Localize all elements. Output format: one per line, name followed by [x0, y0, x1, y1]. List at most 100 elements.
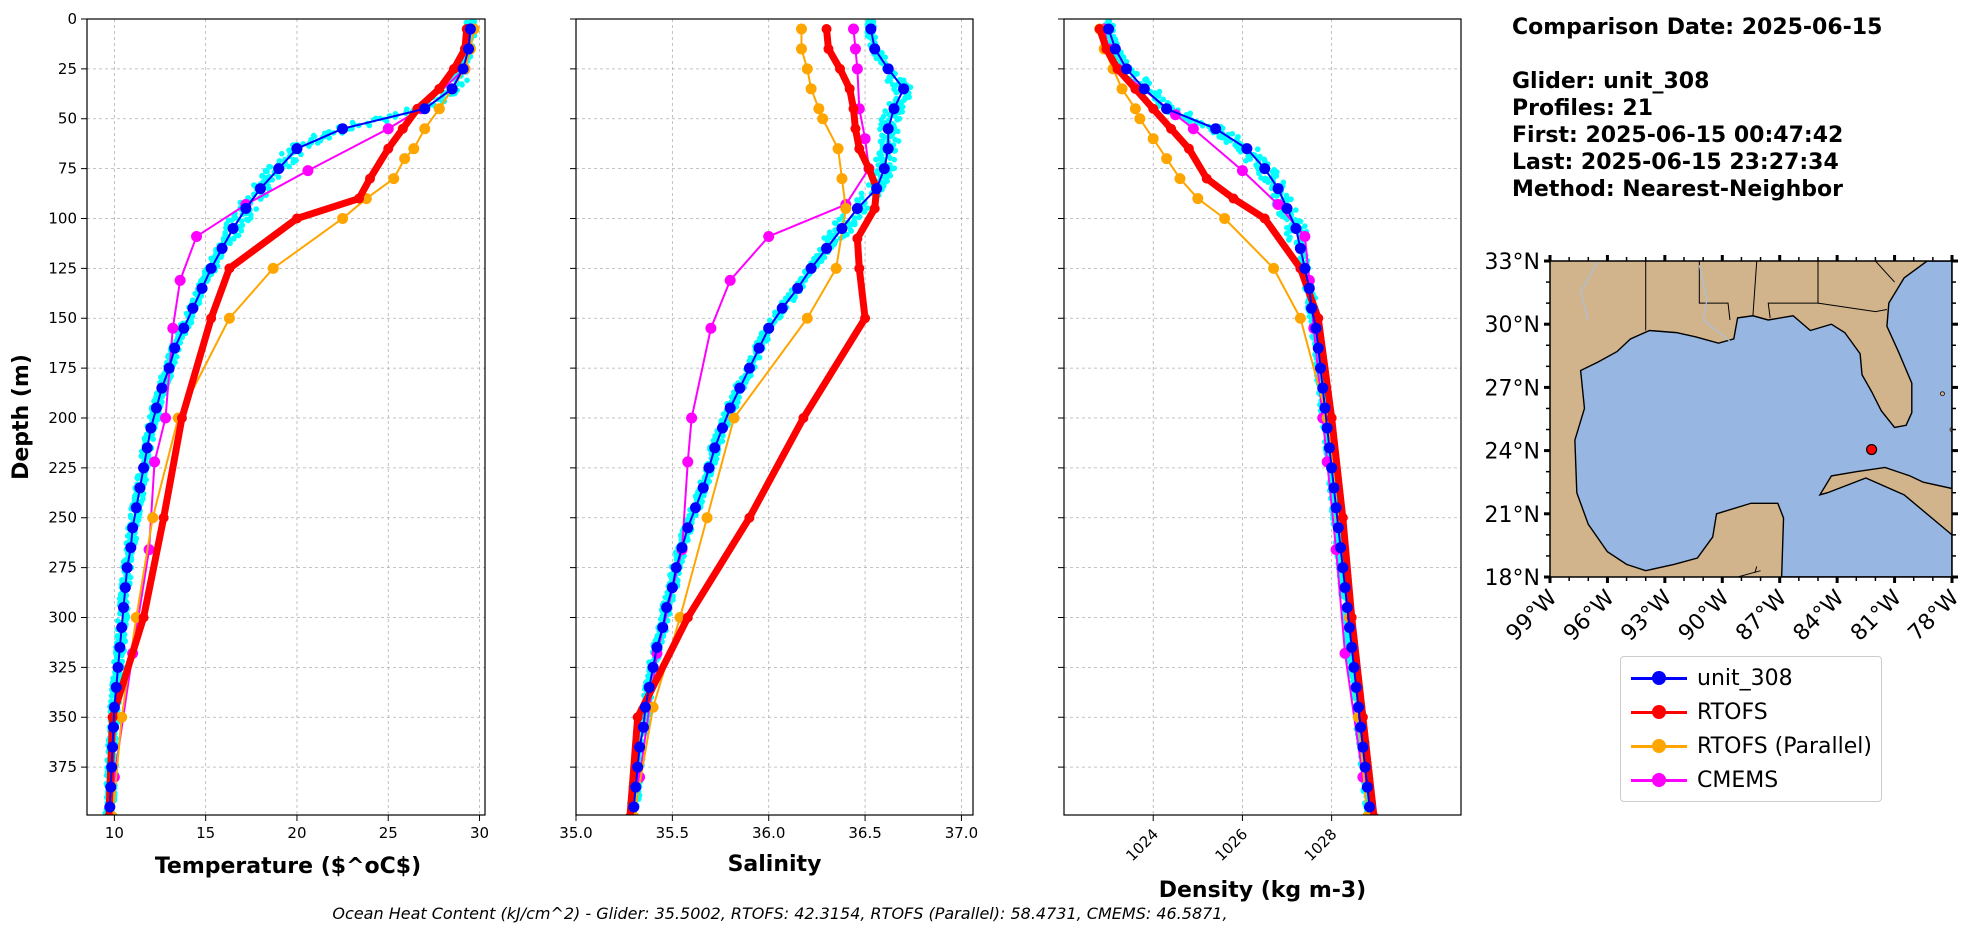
glider-data-point — [1105, 19, 1111, 25]
glider-data-point — [134, 475, 141, 482]
series-point — [399, 153, 411, 165]
series-point — [134, 482, 146, 494]
glider-data-point — [1270, 192, 1276, 199]
series-point — [697, 482, 709, 494]
series-point — [1313, 313, 1324, 324]
glider-data-point — [848, 228, 855, 234]
series-point — [709, 442, 721, 454]
y-tick-label: 150 — [48, 309, 77, 327]
series-point — [116, 621, 128, 633]
series-point — [1294, 242, 1306, 254]
series-point — [1335, 542, 1347, 554]
first-time: First: 2025-06-15 00:47:42 — [1512, 123, 1844, 148]
ohc-footer: Ocean Heat Content (kJ/cm^2) - Glider: 3… — [332, 904, 1228, 923]
glider-data-point — [146, 413, 153, 420]
series-point — [114, 641, 126, 653]
series-point — [851, 63, 863, 75]
series-point — [821, 242, 833, 254]
series-point — [848, 103, 859, 114]
glider-data-point — [1284, 197, 1290, 204]
y-tick-label: 375 — [48, 758, 77, 776]
series-point — [116, 711, 128, 723]
series-point — [1341, 602, 1353, 614]
series-point — [854, 143, 865, 154]
plot-area — [1094, 19, 1379, 815]
glider-data-point — [831, 220, 838, 226]
glider-data-point — [735, 399, 741, 405]
border — [1737, 570, 1761, 577]
series-point — [397, 123, 408, 134]
series-point — [267, 262, 279, 274]
series-point — [801, 312, 813, 324]
x-tick-label: 1028 — [1301, 825, 1341, 865]
glider-data-point — [865, 182, 872, 188]
series-point — [196, 282, 208, 294]
glider-data-point — [881, 133, 887, 140]
series-point — [110, 681, 122, 693]
series-point — [107, 741, 119, 753]
last-time: Last: 2025-06-15 23:27:34 — [1512, 150, 1839, 175]
series-point — [682, 522, 694, 534]
series-point — [728, 412, 740, 424]
glider-data-point — [899, 103, 906, 110]
border — [1752, 261, 1758, 316]
glider-data-point — [745, 375, 751, 381]
series-point — [661, 602, 673, 614]
series-point — [1290, 222, 1302, 234]
series-point — [1294, 312, 1306, 324]
map-lon-label: 99°W — [1502, 585, 1563, 646]
series-point — [408, 143, 420, 155]
series-point — [191, 230, 203, 242]
series-point — [763, 322, 775, 334]
glider-data-point — [149, 436, 156, 442]
series-point — [701, 512, 713, 524]
series-point — [1326, 412, 1337, 423]
island — [1956, 396, 1960, 400]
series-point — [848, 23, 860, 35]
legend-label: CMEMS — [1697, 767, 1779, 793]
series-point — [744, 512, 755, 523]
series-point — [216, 242, 228, 254]
legend-item-cmems: CMEMS — [1631, 765, 1778, 795]
glider-data-point — [889, 81, 896, 88]
y-tick-label: 175 — [48, 359, 77, 377]
series-point — [1192, 193, 1204, 205]
border — [1767, 261, 1819, 318]
series-point — [1272, 199, 1284, 211]
glider-data-point — [1120, 54, 1127, 61]
series-point — [163, 362, 175, 374]
series-point — [187, 302, 199, 314]
series-point — [448, 63, 459, 74]
y-tick-label: 25 — [58, 60, 77, 78]
series-point — [1201, 173, 1212, 184]
series-point — [1161, 153, 1173, 165]
series-point — [743, 362, 755, 374]
series-point — [1299, 230, 1311, 242]
glider-data-point — [679, 558, 685, 565]
y-axis-label: Depth (m) — [9, 354, 34, 480]
x-tick-label: 35.0 — [559, 824, 592, 842]
series-point — [149, 456, 161, 468]
glider-data-point — [891, 156, 898, 163]
series-point — [223, 312, 235, 324]
series-point — [1161, 103, 1173, 115]
plot-area — [102, 19, 480, 815]
series-point — [637, 721, 649, 733]
map-lat-label: 30°N — [1485, 313, 1540, 338]
glider-location-marker — [1865, 443, 1878, 456]
glider-data-point — [230, 236, 237, 242]
series-point — [1352, 701, 1364, 713]
glider-data-point — [458, 81, 465, 87]
series-point — [1130, 83, 1141, 94]
series-point — [119, 582, 131, 594]
density-panel: 1024 1026 1028 Density (kg m-3) — [1058, 18, 1462, 903]
series-point — [388, 173, 400, 185]
series-point — [666, 582, 678, 594]
series-point — [1343, 621, 1355, 633]
series-point — [1103, 23, 1115, 35]
glider-data-point — [1247, 156, 1254, 162]
glider-data-point — [685, 537, 691, 543]
glider-data-point — [238, 218, 245, 224]
glider-data-point — [832, 227, 838, 233]
series-point — [882, 63, 894, 75]
